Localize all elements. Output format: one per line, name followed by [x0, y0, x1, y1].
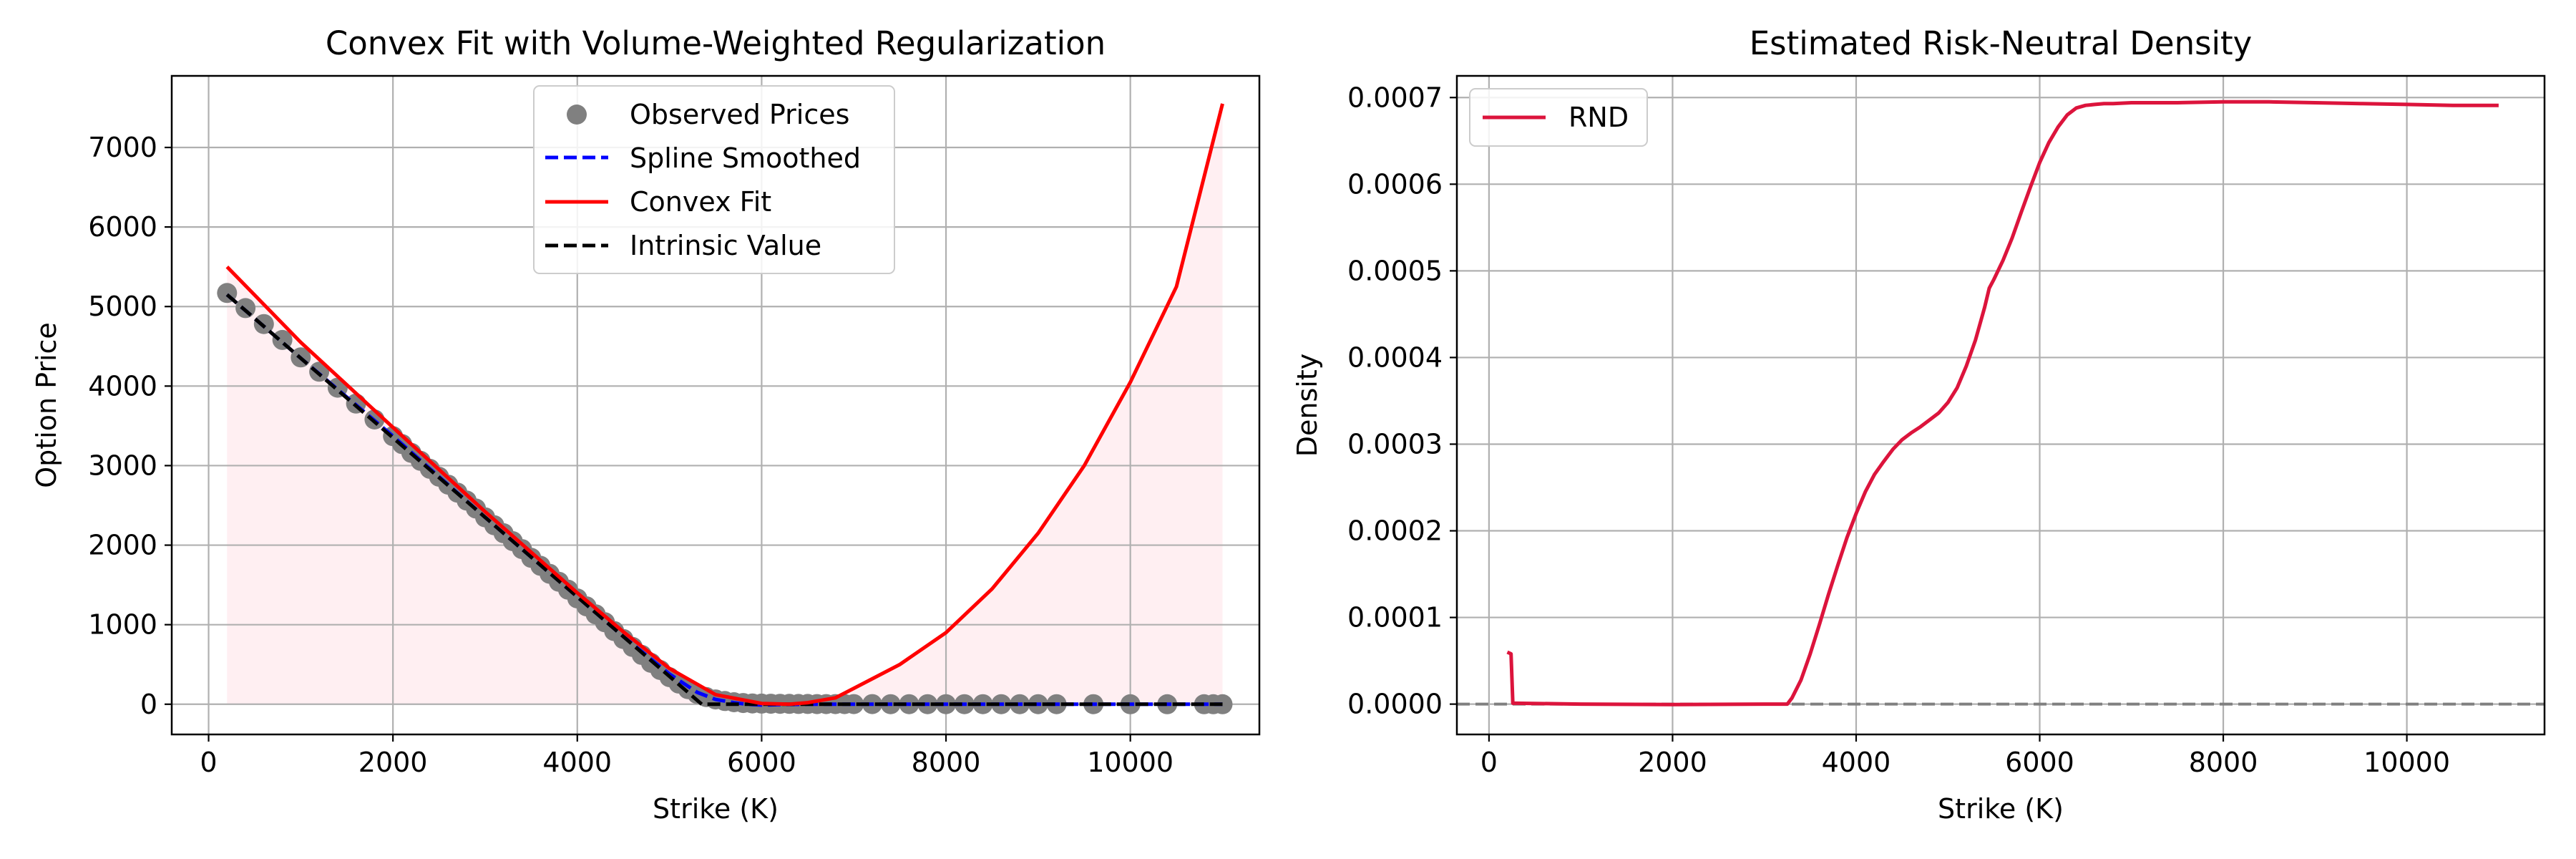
- convex-fit-xtick-label: 6000: [727, 747, 796, 778]
- rnd-ytick-label: 0.0006: [1347, 168, 1443, 200]
- convex-fit-line: [225, 103, 1224, 707]
- legend-label-observed: Observed Prices: [630, 99, 849, 130]
- convex-fit-xtick-label: 8000: [912, 747, 981, 778]
- convex-fit-title: Convex Fit with Volume-Weighted Regulari…: [326, 24, 1106, 62]
- convex-fit-xtick-label: 10000: [1087, 747, 1174, 778]
- convex-fit-series: [217, 103, 1233, 714]
- convex-fit-ylabel: Option Price: [31, 322, 62, 488]
- rnd-panel: 0 2000 4000 6000 8000 10000 0.0000 0.0001 0.0002…: [1292, 24, 2546, 825]
- rnd-xtick-label: 0: [1480, 747, 1498, 778]
- convex-fit-ytick-label: 5000: [88, 291, 157, 322]
- convex-fit-ytick-label: 2000: [88, 530, 157, 561]
- rnd-series: [1457, 100, 2545, 707]
- rnd-title: Estimated Risk-Neutral Density: [1750, 24, 2253, 62]
- convex-fit-shaded-area: [227, 103, 1223, 704]
- rnd-ytick-label: 0.0003: [1347, 428, 1443, 460]
- legend-label-convex: Convex Fit: [630, 186, 771, 218]
- convex-fit-xtick-label: 4000: [542, 747, 612, 778]
- rnd-xlabel: Strike (K): [1938, 793, 2064, 825]
- convex-fit-ytick-label: 6000: [88, 211, 157, 243]
- rnd-ytick-label: 0.0005: [1347, 255, 1443, 286]
- convex-fit-ytick-label: 4000: [88, 370, 157, 402]
- legend-marker-observed: [567, 105, 587, 125]
- observed-price-point: [235, 298, 256, 319]
- rnd-line: [1506, 100, 2499, 707]
- convex-fit-xlabel: Strike (K): [653, 793, 779, 825]
- legend-box: [1469, 88, 1648, 147]
- rnd-ytick-label: 0.0007: [1347, 82, 1443, 113]
- convex-fit-xtick-label: 0: [200, 747, 217, 778]
- convex-fit-legend: Observed Prices Spline Smoothed Convex F…: [533, 85, 895, 274]
- legend-label-intrinsic: Intrinsic Value: [630, 230, 821, 261]
- convex-fit-ytick-label: 0: [140, 689, 157, 720]
- rnd-ylabel: Density: [1292, 354, 1323, 457]
- rnd-ytick-label: 0.0000: [1347, 689, 1443, 720]
- rnd-ytick-label: 0.0002: [1347, 515, 1443, 547]
- rnd-legend: RND: [1469, 88, 1648, 147]
- rnd-xtick-label: 2000: [1638, 747, 1707, 778]
- convex-fit-axes-frame: [170, 74, 1261, 736]
- convex-fit-ytick-label: 7000: [88, 132, 157, 163]
- convex-fit-ticks: 0 2000 4000 6000 8000 10000 0 1000 2000 3000 4000 5…: [88, 132, 1174, 778]
- rnd-xtick-label: 6000: [2005, 747, 2074, 778]
- rnd-xtick-label: 4000: [1822, 747, 1891, 778]
- rnd-ytick-label: 0.0004: [1347, 341, 1443, 373]
- rnd-axes-frame: [1455, 74, 2546, 736]
- rnd-ytick-label: 0.0001: [1347, 602, 1443, 634]
- convex-fit-ytick-label: 1000: [88, 609, 157, 641]
- intrinsic-value-line: [225, 293, 1223, 707]
- convex-fit-shade: [227, 103, 1223, 704]
- rnd-ticks: 0 2000 4000 6000 8000 10000 0.0000 0.0001 0.0002…: [1347, 82, 2450, 778]
- rnd-xtick-label: 10000: [2363, 747, 2450, 778]
- convex-fit-xtick-label: 2000: [358, 747, 428, 778]
- legend-label-rnd: RND: [1568, 102, 1629, 133]
- convex-fit-panel: 0 2000 4000 6000 8000 10000 0 1000 2000 3000 4000 5…: [31, 24, 1261, 825]
- convex-fit-ytick-label: 3000: [88, 450, 157, 481]
- legend-label-spline: Spline Smoothed: [630, 142, 861, 174]
- legend-box: [533, 85, 895, 274]
- rnd-xtick-label: 8000: [2189, 747, 2258, 778]
